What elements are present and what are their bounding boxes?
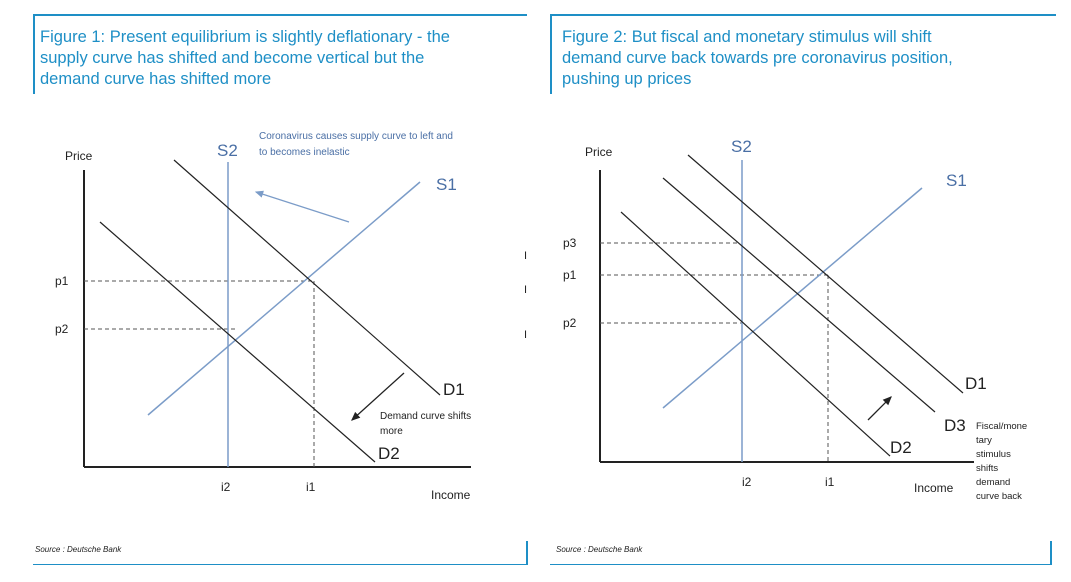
stimulus-annotation-line: stimulus xyxy=(976,449,1011,460)
i2-label: i2 xyxy=(742,475,752,489)
demand-curve-d1 xyxy=(173,159,441,396)
i1-label: i1 xyxy=(306,480,316,494)
figure-1-caption: Figure 1: Present equilibrium is slightl… xyxy=(40,27,450,90)
demand-shift-arrow xyxy=(867,396,892,421)
i1-label: i1 xyxy=(825,475,835,489)
p1-label: p1 xyxy=(55,274,69,288)
income-axis-label: Income xyxy=(431,488,471,502)
i2-label: i2 xyxy=(221,480,231,494)
s1-label: S1 xyxy=(436,175,457,194)
p2-label: p2 xyxy=(563,316,577,330)
stray-mark: I xyxy=(524,250,527,262)
figure-1-panel: Figure 1: Present equilibrium is slightl… xyxy=(0,0,535,582)
figure-2-caption-line-2: demand curve back towards pre coronaviru… xyxy=(562,49,953,67)
figure-2-caption-line-1: Figure 2: But fiscal and monetary stimul… xyxy=(562,28,932,46)
stimulus-annotation-line: shifts xyxy=(976,463,998,474)
supply-annotation-line-2: to becomes inelastic xyxy=(259,147,350,158)
figure-1-diagram: Price Income p1 p2 i2 i1 S2 S1 D1 D2 Cor… xyxy=(55,131,527,502)
supply-annotation-line-1: Coronavirus causes supply curve to left … xyxy=(259,131,453,142)
figure-2-top-rule xyxy=(550,14,1056,16)
price-axis-label: Price xyxy=(65,149,93,163)
figure-1-top-rule xyxy=(33,14,527,16)
income-axis-label: Income xyxy=(914,481,954,495)
figure-2-bottom-rule xyxy=(550,564,1052,565)
price-axis-label: Price xyxy=(585,145,613,159)
s1-label: S1 xyxy=(946,171,967,190)
figure-2-diagram: Price Income p3 p1 p2 i2 i1 S2 S1 D1 D3 … xyxy=(563,137,1027,502)
stimulus-annotation-line: demand xyxy=(976,477,1010,488)
figure-2-source: Source : Deutsche Bank xyxy=(556,545,643,554)
figure-1-source: Source : Deutsche Bank xyxy=(35,545,122,554)
d1-label: D1 xyxy=(965,374,987,393)
demand-curve-d1 xyxy=(687,154,964,394)
stimulus-annotation-line: curve back xyxy=(976,491,1022,502)
supply-shift-arrow xyxy=(254,190,350,223)
demand-shift-arrow xyxy=(351,372,405,421)
p1-label: p1 xyxy=(563,268,577,282)
figure-2-right-rule xyxy=(1050,541,1052,565)
d2-label: D2 xyxy=(890,438,912,457)
p3-label: p3 xyxy=(563,236,577,250)
figure-2-left-rule xyxy=(550,14,552,94)
p2-label: p2 xyxy=(55,322,69,336)
s2-label: S2 xyxy=(217,141,238,160)
demand-annotation-line-1: Demand curve shifts xyxy=(380,411,471,422)
supply-curve-s1 xyxy=(662,187,923,409)
figure-1-bottom-rule xyxy=(33,564,527,565)
figure-1-left-rule xyxy=(33,14,35,94)
s2-label: S2 xyxy=(731,137,752,156)
figure-1-caption-line-3: demand curve has shifted more xyxy=(40,70,272,88)
stimulus-annotation-line: tary xyxy=(976,435,992,446)
stimulus-annotation-line: Fiscal/mone xyxy=(976,421,1027,432)
demand-annotation-line-2: more xyxy=(380,426,403,437)
d2-label: D2 xyxy=(378,444,400,463)
figure-1-right-rule xyxy=(526,541,528,565)
supply-curve-s1 xyxy=(147,181,421,416)
demand-curve-d2 xyxy=(99,221,376,463)
figure-2-panel: Figure 2: But fiscal and monetary stimul… xyxy=(545,0,1071,582)
stray-mark: I xyxy=(524,284,527,296)
figure-2-caption: Figure 2: But fiscal and monetary stimul… xyxy=(562,27,953,90)
figure-1-caption-line-2: supply curve has shifted and become vert… xyxy=(40,49,425,67)
d3-label: D3 xyxy=(944,416,966,435)
d1-label: D1 xyxy=(443,380,465,399)
figure-1-caption-line-1: Figure 1: Present equilibrium is slightl… xyxy=(40,28,450,46)
stray-mark: I xyxy=(524,329,527,341)
demand-curve-d2 xyxy=(620,211,891,457)
demand-curve-d3 xyxy=(662,177,936,413)
figure-2-caption-line-3: pushing up prices xyxy=(562,70,692,88)
